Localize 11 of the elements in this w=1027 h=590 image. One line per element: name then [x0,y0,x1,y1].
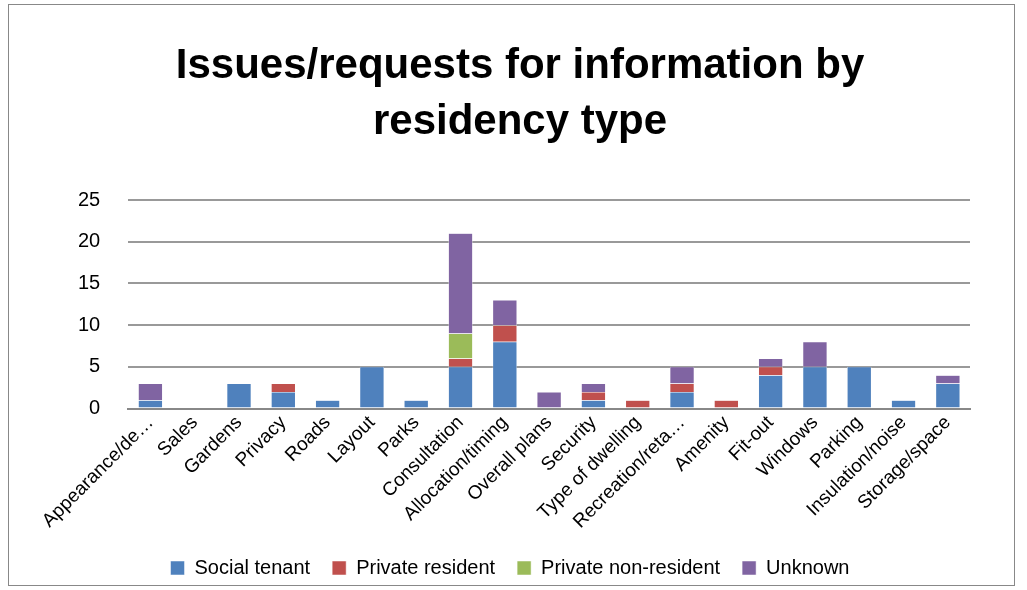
y-tick-label: 10 [78,312,101,335]
y-tick-label: 15 [78,270,101,293]
y-tick-label: 5 [89,354,101,377]
legend-label: Private resident [356,555,496,578]
legend-label: Social tenant [194,555,311,578]
y-tick-label: 25 [78,187,101,210]
legend-label: Private non-resident [541,555,721,578]
chart-title: Issues/requests for information by residency type [174,39,866,145]
legend-label: Unknown [766,555,850,578]
y-tick-label: 20 [78,229,101,252]
y-tick-label: 0 [89,396,101,419]
